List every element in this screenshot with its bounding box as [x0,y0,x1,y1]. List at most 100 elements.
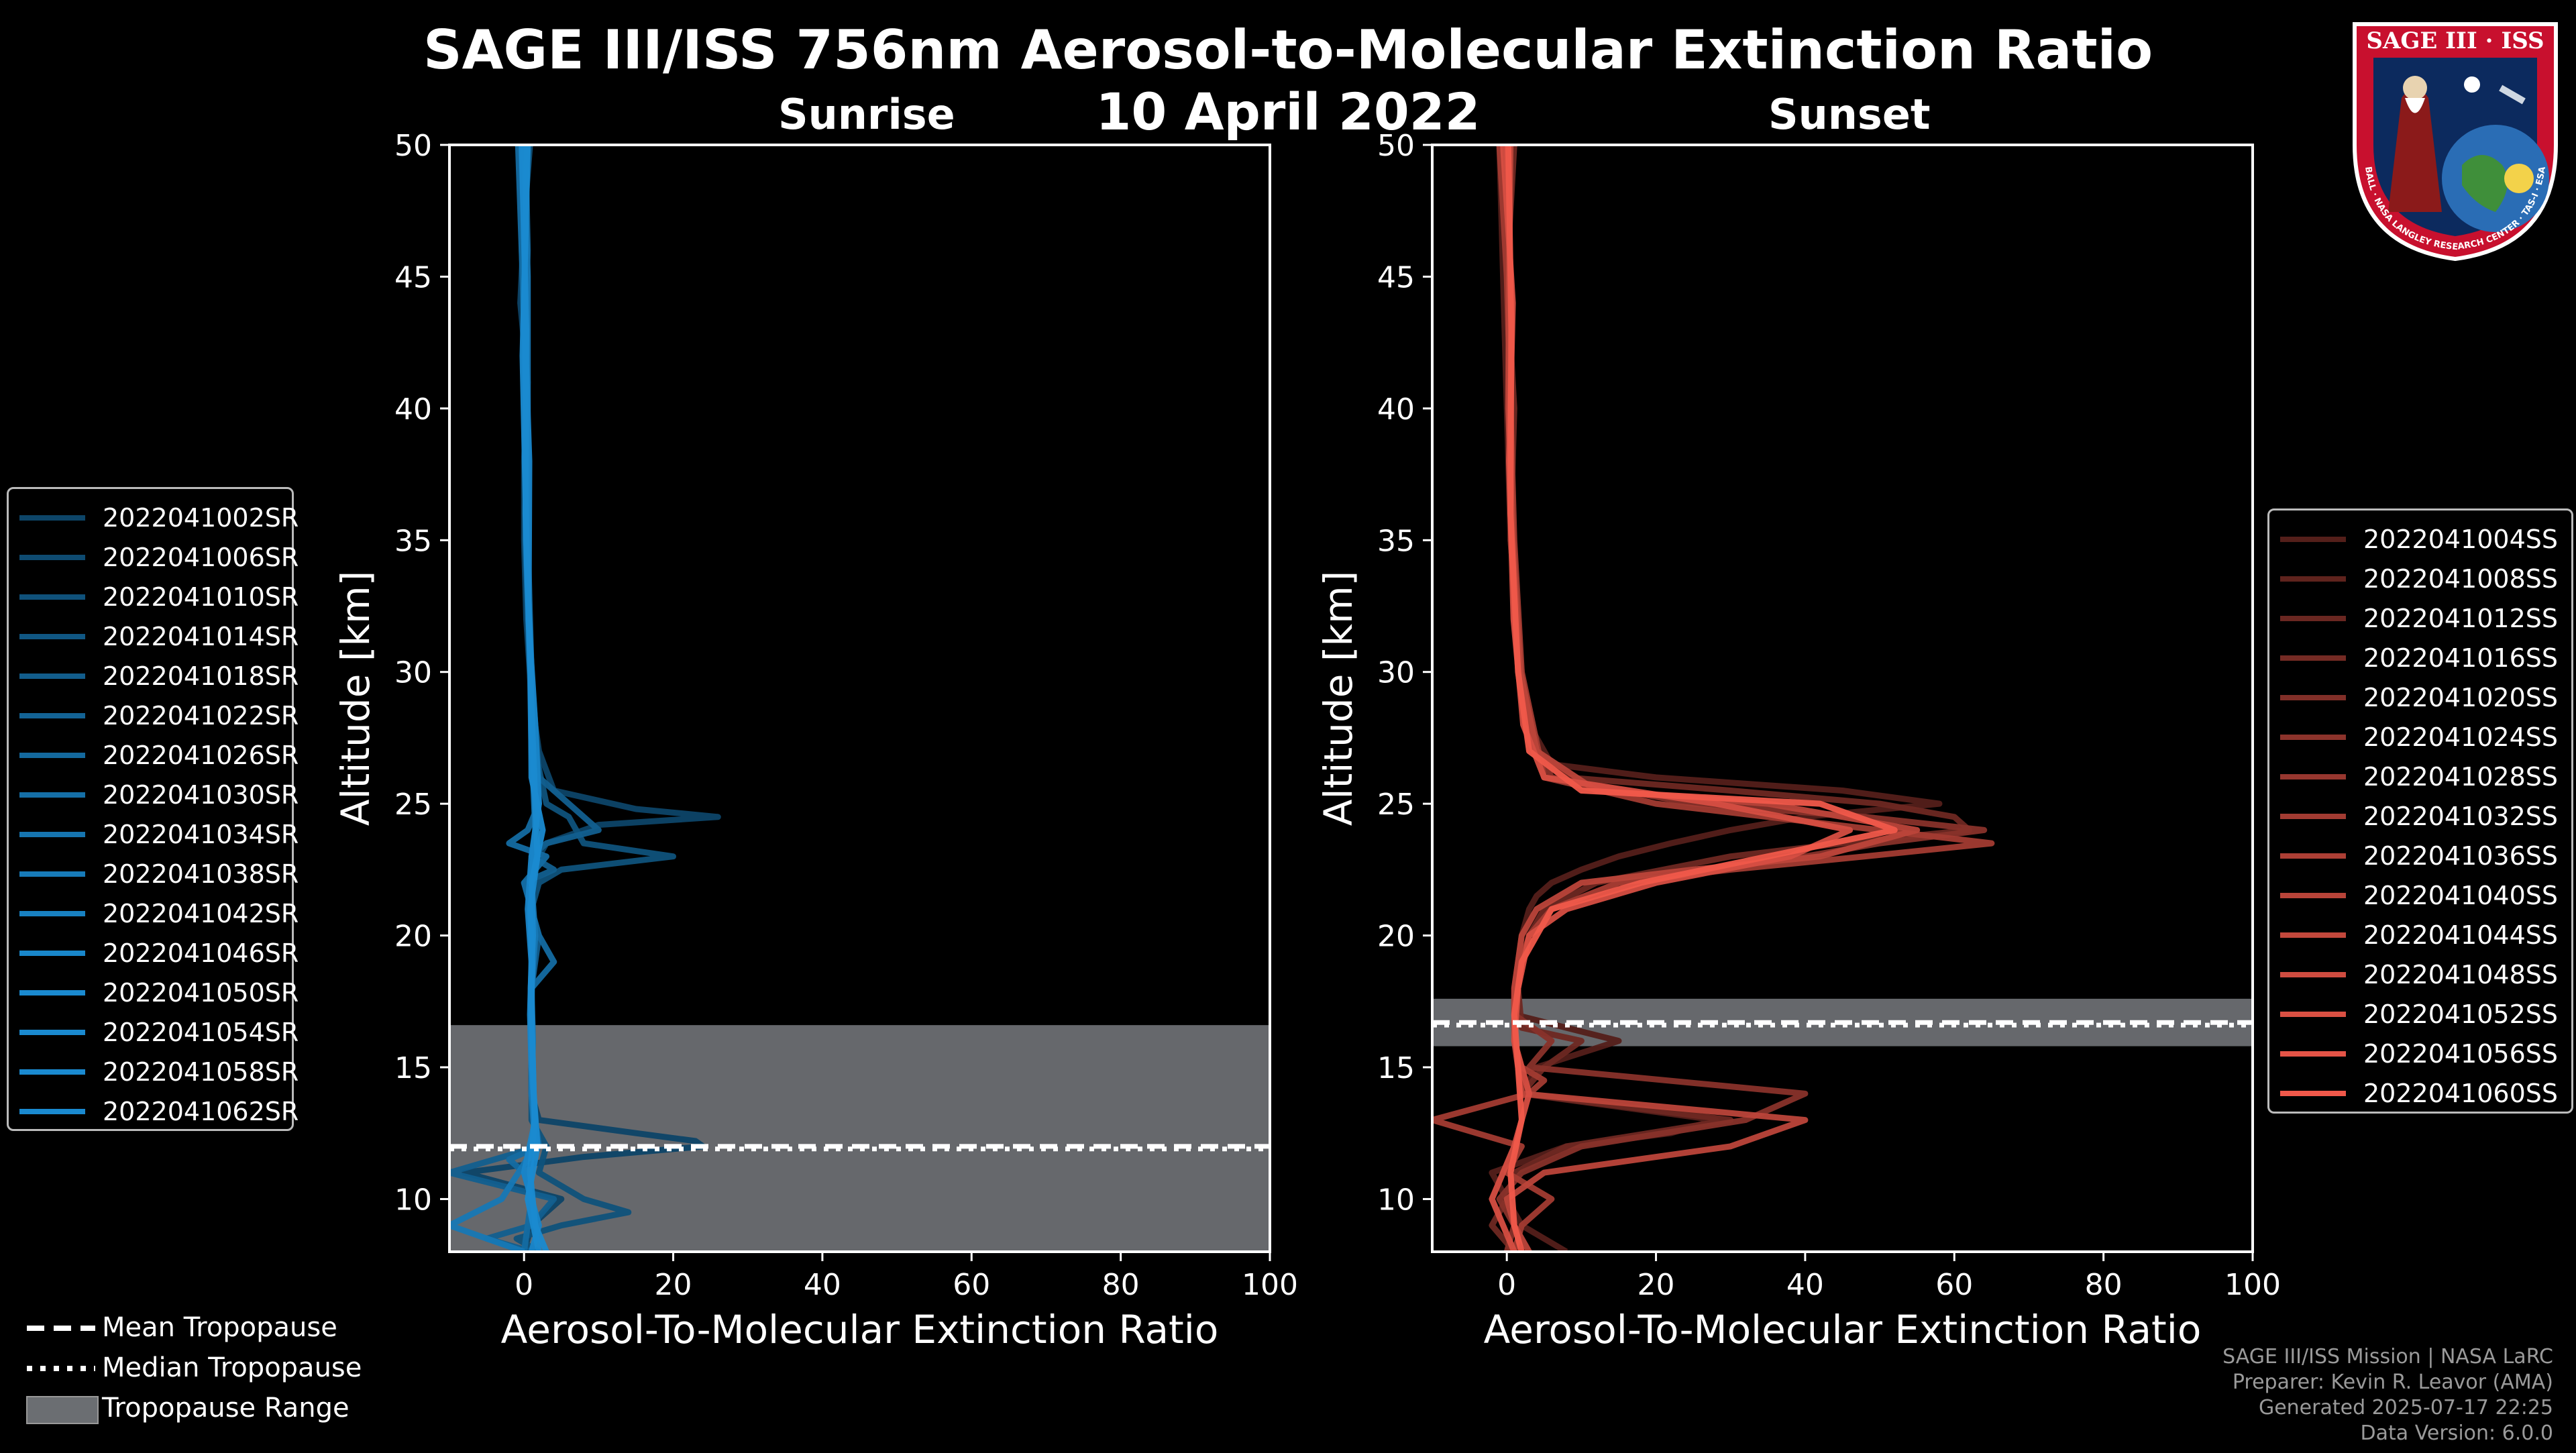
sunset-y-tick-label: 50 [1377,129,1415,163]
logo-sun [2504,164,2534,193]
sunrise-y-tick-label: 20 [394,920,432,954]
sunset-legend-swatch [2280,576,2346,582]
sunset-y-tick-label: 30 [1377,656,1415,690]
sunrise-legend-item: 2022041030SR [9,775,299,814]
sunset-legend-label: 2022041056SS [2363,1039,2559,1069]
sunrise-legend-swatch [19,713,85,718]
sunrise-legend-swatch [19,792,85,798]
sunset-legend-item: 2022041056SS [2269,1034,2558,1073]
sunset-legend-item: 2022041040SS [2269,876,2558,915]
sunset-panel-title: Sunset [1768,90,1931,139]
sunset-y-tick-label: 25 [1377,788,1415,822]
sunset-legend-swatch [2280,655,2346,661]
sunrise-legend-label: 2022041022SR [103,701,299,731]
sunset-y-tick-label: 40 [1377,392,1415,427]
sunrise-legend-swatch [19,911,85,916]
sunset-legend-swatch [2280,972,2346,977]
sunrise-legend-label: 2022041046SR [103,938,299,968]
sunrise-legend-swatch [19,555,85,560]
sunset-profile-line [1505,145,1898,1252]
sage-mission-logo: SAGE III · ISS BALL · NASA LANGLEY RESEA… [2353,22,2558,262]
sunrise-legend-label: 2022041038SR [103,859,299,889]
sunset-legend-label: 2022041004SS [2363,525,2559,554]
sunrise-legend-label: 2022041014SR [103,622,299,651]
sunset-legend-swatch [2280,735,2346,740]
sunrise-legend-item: 2022041042SR [9,894,299,933]
sunset-legend-swatch [2280,814,2346,819]
sunrise-x-tick-label: 100 [1242,1268,1298,1302]
sunrise-axes-frame [448,144,1271,1253]
sunrise-y-tick-label: 30 [394,656,432,690]
sunrise-legend-swatch [19,1069,85,1075]
sunrise-legend-swatch [19,515,85,521]
sunrise-x-tick-label: 60 [953,1268,990,1302]
sunrise-legend-label: 2022041010SR [103,582,299,612]
sunset-y-axis-label: Altitude [km] [1316,571,1361,826]
sunrise-legend-label: 2022041054SR [103,1018,299,1047]
sunrise-legend-item: 2022041054SR [9,1013,299,1052]
sunrise-y-tick-label: 40 [394,392,432,427]
sunset-x-axis-label: Aerosol-To-Molecular Extinction Ratio [1484,1307,2202,1352]
sunset-legend-item: 2022041024SS [2269,718,2558,757]
sunset-legend-swatch [2280,616,2346,621]
sunrise-x-tick-label: 80 [1102,1268,1140,1302]
sunset-legend-label: 2022041016SS [2363,643,2559,673]
logo-text: SAGE III · ISS [2366,28,2544,54]
sunset-legend-item: 2022041060SS [2269,1074,2558,1113]
sunset-legend-label: 2022041028SS [2363,762,2559,792]
sunrise-legend-swatch [19,951,85,956]
sunrise-x-axis-label: Aerosol-To-Molecular Extinction Ratio [501,1307,1219,1352]
sunset-legend-label: 2022041008SS [2363,564,2559,594]
sunrise-legend-swatch [19,871,85,877]
figure-date: 10 April 2022 [1095,82,1481,142]
sunrise-x-tick-label: 0 [515,1268,533,1302]
tropopause-legend-swatches [26,1326,99,1424]
sunrise-legend-swatch [19,634,85,639]
sunrise-legend-label: 2022041042SR [103,899,299,928]
mean-tropopause-label: Mean Tropopause [102,1312,337,1343]
sunrise-legend-swatch [19,832,85,837]
sunrise-profile-line [519,145,549,1252]
sunrise-legend-item: 2022041002SR [9,498,299,537]
sunrise-legend-label: 2022041006SR [103,543,299,572]
sunset-legend-swatch [2280,932,2346,938]
sunset-legend-item: 2022041028SS [2269,757,2558,796]
sunset-y-tick-label: 45 [1377,260,1415,294]
sunrise-legend-item: 2022041058SR [9,1053,299,1091]
sunrise-legend-swatch [19,674,85,679]
sunset-legend-item: 2022041008SS [2269,559,2558,598]
sunrise-legend-item: 2022041062SR [9,1092,299,1131]
sunrise-y-tick-label: 25 [394,788,432,822]
sunset-legend-label: 2022041036SS [2363,841,2559,871]
credit-version: Data Version: 6.0.0 [2360,1421,2553,1445]
tropopause-range-label: Tropopause Range [102,1393,350,1423]
sunset-axes-frame [1431,144,2254,1253]
sunset-legend-item: 2022041036SS [2269,837,2558,875]
sunset-legend-label: 2022041040SS [2363,881,2559,910]
sunrise-legend-label: 2022041034SR [103,820,299,849]
sunset-legend-label: 2022041060SS [2363,1079,2559,1108]
sunset-legend-swatch [2280,774,2346,779]
sunset-x-tick-label: 100 [2224,1268,2281,1302]
sunset-y-tick-label: 10 [1377,1183,1415,1217]
sunrise-legend-item: 2022041038SR [9,855,299,894]
sunrise-legend-swatch [19,753,85,758]
sunrise-legend-item: 2022041046SR [9,934,299,973]
sunrise-legend-label: 2022041062SR [103,1097,299,1126]
sunrise-legend-item: 2022041014SR [9,617,299,656]
sunset-legend-label: 2022041044SS [2363,920,2559,950]
sunrise-legend-swatch [19,1030,85,1035]
sunset-y-tick-label: 15 [1377,1051,1415,1085]
sunset-x-tick-label: 20 [1638,1268,1675,1302]
sunrise-legend-label: 2022041058SR [103,1057,299,1087]
sunrise-legend-item: 2022041026SR [9,736,299,775]
sunset-y-tick-label: 20 [1377,920,1415,954]
sunrise-y-tick-label: 35 [394,524,432,558]
sunset-legend-label: 2022041048SS [2363,960,2559,989]
sunrise-x-tick-label: 40 [804,1268,841,1302]
sunrise-legend-item: 2022041018SR [9,657,299,696]
sunset-legend-swatch [2280,893,2346,898]
sunrise-legend-label: 2022041026SR [103,741,299,770]
sunrise-legend-label: 2022041018SR [103,661,299,691]
sunset-legend-item: 2022041044SS [2269,916,2558,955]
